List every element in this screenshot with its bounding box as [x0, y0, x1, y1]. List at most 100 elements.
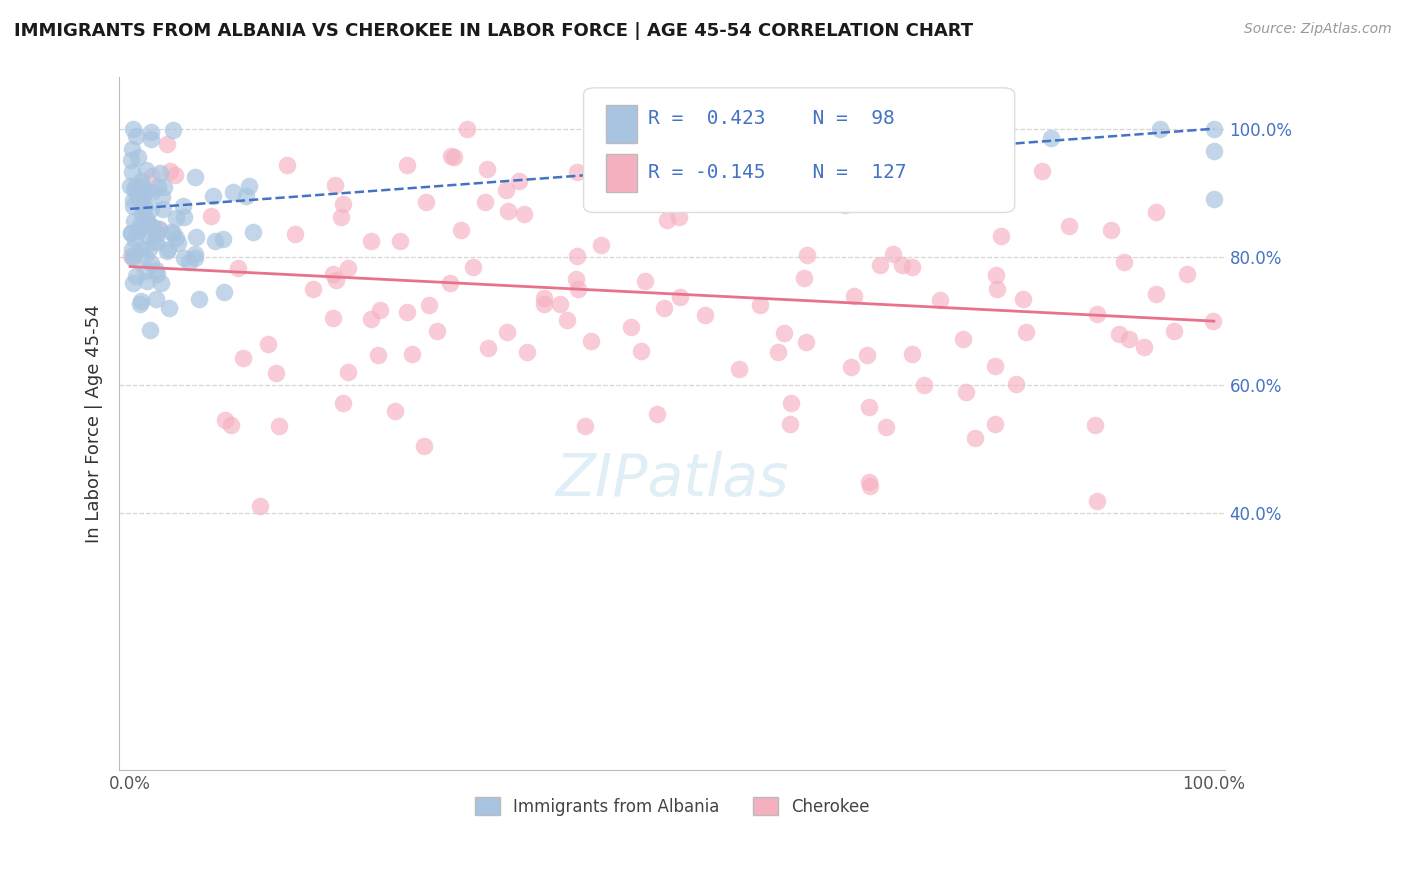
- Point: [1011, 292, 1033, 306]
- Point: [591, 238, 613, 252]
- Point: [122, 249, 145, 263]
- Point: [232, 351, 254, 366]
- Point: [136, 184, 159, 198]
- Point: [901, 347, 924, 361]
- Point: [139, 132, 162, 146]
- Point: [337, 365, 360, 379]
- Point: [165, 169, 187, 183]
- Point: [773, 326, 796, 340]
- Point: [125, 268, 148, 283]
- Point: [322, 311, 344, 326]
- Point: [1040, 131, 1063, 145]
- Point: [1108, 326, 1130, 341]
- Point: [131, 207, 153, 221]
- Point: [202, 189, 225, 203]
- Point: [121, 165, 143, 179]
- Point: [443, 150, 465, 164]
- Point: [159, 225, 181, 239]
- Point: [1163, 324, 1185, 338]
- Point: [983, 154, 1005, 169]
- Point: [120, 153, 142, 168]
- Point: [496, 203, 519, 218]
- Point: [214, 413, 236, 427]
- Point: [322, 268, 344, 282]
- Point: [512, 207, 534, 221]
- Point: [1202, 192, 1225, 206]
- Point: [928, 293, 950, 308]
- Point: [121, 242, 143, 256]
- Point: [634, 274, 657, 288]
- Point: [146, 179, 169, 194]
- Point: [474, 194, 496, 209]
- Text: R = -0.145    N =  127: R = -0.145 N = 127: [648, 163, 907, 182]
- Point: [461, 260, 484, 274]
- Point: [138, 215, 160, 229]
- Point: [1083, 417, 1105, 432]
- Point: [693, 308, 716, 322]
- Y-axis label: In Labor Force | Age 45-54: In Labor Force | Age 45-54: [86, 304, 103, 543]
- FancyBboxPatch shape: [583, 87, 1015, 212]
- Point: [145, 292, 167, 306]
- Point: [219, 417, 242, 432]
- Point: [669, 289, 692, 303]
- Point: [146, 268, 169, 282]
- Point: [413, 439, 436, 453]
- FancyBboxPatch shape: [606, 153, 637, 192]
- Point: [228, 260, 250, 275]
- Point: [184, 170, 207, 185]
- Point: [984, 268, 1007, 282]
- Point: [165, 230, 187, 244]
- Point: [508, 174, 530, 188]
- Point: [148, 222, 170, 236]
- Point: [555, 313, 578, 327]
- Point: [533, 291, 555, 305]
- Point: [337, 261, 360, 276]
- Point: [162, 226, 184, 240]
- Point: [325, 273, 347, 287]
- Point: [415, 195, 437, 210]
- Point: [162, 123, 184, 137]
- Point: [965, 432, 987, 446]
- Point: [122, 199, 145, 213]
- Point: [134, 264, 156, 278]
- Point: [901, 260, 924, 274]
- Point: [1005, 377, 1028, 392]
- Point: [1087, 494, 1109, 508]
- Point: [323, 178, 346, 192]
- Point: [235, 189, 257, 203]
- Point: [242, 225, 264, 239]
- Point: [869, 258, 891, 272]
- Point: [495, 326, 517, 340]
- Point: [793, 270, 815, 285]
- Point: [145, 235, 167, 249]
- Point: [418, 298, 440, 312]
- Point: [183, 247, 205, 261]
- Point: [655, 213, 678, 227]
- Point: [567, 282, 589, 296]
- Point: [574, 418, 596, 433]
- Point: [129, 193, 152, 207]
- Point: [714, 128, 737, 142]
- Point: [932, 121, 955, 136]
- Point: [839, 359, 862, 374]
- Point: [565, 272, 588, 286]
- Point: [645, 407, 668, 421]
- Point: [780, 396, 803, 410]
- Point: [266, 366, 288, 380]
- Point: [1118, 332, 1140, 346]
- Point: [360, 312, 382, 326]
- Point: [212, 232, 235, 246]
- Point: [367, 348, 389, 362]
- Point: [859, 479, 882, 493]
- Text: Source: ZipAtlas.com: Source: ZipAtlas.com: [1244, 22, 1392, 37]
- Point: [440, 149, 463, 163]
- Point: [141, 169, 163, 183]
- Point: [332, 196, 354, 211]
- Point: [141, 186, 163, 200]
- Point: [1202, 144, 1225, 158]
- Point: [121, 142, 143, 156]
- Point: [152, 179, 174, 194]
- Point: [173, 210, 195, 224]
- Point: [131, 293, 153, 308]
- Point: [477, 341, 499, 355]
